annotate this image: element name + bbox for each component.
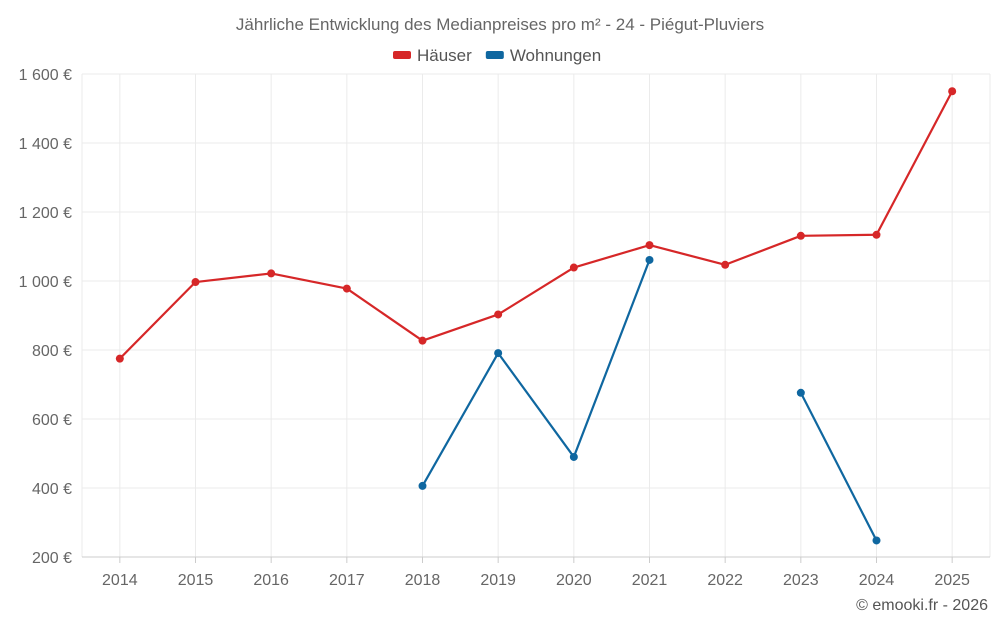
y-axis: 200 € 400 € 600 € 800 € 1 000 € 1 200 € 1 400 …	[19, 67, 72, 567]
credit-text: © emooki.fr - 2026	[856, 597, 988, 614]
y-tick-label: 800 €	[32, 343, 72, 360]
y-tick-label: 1 400 €	[19, 136, 72, 153]
data-point[interactable]	[494, 349, 503, 358]
data-point[interactable]	[418, 481, 427, 490]
legend-swatch	[393, 51, 411, 59]
x-tick-label: 2024	[859, 572, 895, 589]
x-tick-label: 2019	[480, 572, 516, 589]
data-point[interactable]	[645, 241, 654, 250]
x-tick-label: 2022	[707, 572, 743, 589]
x-tick-label: 2023	[783, 572, 819, 589]
legend-label: Häuser	[417, 46, 472, 65]
x-tick-label: 2014	[102, 572, 138, 589]
series-line	[421, 259, 651, 487]
data-point[interactable]	[569, 263, 578, 272]
series-1	[418, 255, 881, 545]
x-tick-label: 2016	[253, 572, 289, 589]
data-point[interactable]	[418, 336, 427, 345]
x-tick-label: 2015	[178, 572, 214, 589]
data-point[interactable]	[267, 269, 276, 278]
grid-lines	[81, 73, 991, 557]
data-point[interactable]	[494, 310, 503, 319]
x-tick-label: 2025	[934, 572, 970, 589]
chart-title: Jährliche Entwicklung des Medianpreises …	[236, 15, 764, 34]
data-point[interactable]	[721, 260, 730, 269]
data-point[interactable]	[191, 278, 200, 287]
data-point[interactable]	[342, 284, 351, 293]
data-point[interactable]	[872, 536, 881, 545]
series-group	[115, 87, 957, 545]
y-tick-label: 400 €	[32, 481, 72, 498]
data-point[interactable]	[796, 231, 805, 240]
legend-swatch	[485, 51, 504, 59]
data-point[interactable]	[115, 354, 124, 363]
y-tick-label: 200 €	[32, 550, 72, 567]
series-line	[119, 90, 954, 360]
x-axis: 2014 2015 2016 2017 2018 2019 2020 2021 2022 2023…	[82, 556, 990, 589]
data-point[interactable]	[569, 452, 578, 461]
series-0	[115, 87, 957, 363]
data-point[interactable]	[948, 87, 957, 96]
legend-item[interactable]: Wohnungen	[485, 46, 601, 65]
legend: Häuser Wohnungen	[393, 46, 601, 65]
legend-label: Wohnungen	[510, 46, 601, 65]
y-tick-label: 1 600 €	[19, 67, 72, 84]
x-tick-label: 2018	[405, 572, 441, 589]
y-tick-label: 1 200 €	[19, 205, 72, 222]
y-tick-label: 1 000 €	[19, 274, 72, 291]
data-point[interactable]	[872, 230, 881, 239]
y-tick-label: 600 €	[32, 412, 72, 429]
x-tick-label: 2021	[632, 572, 668, 589]
data-point[interactable]	[645, 255, 654, 264]
data-point[interactable]	[796, 388, 805, 397]
x-tick-label: 2020	[556, 572, 592, 589]
series-line	[799, 392, 878, 541]
legend-item[interactable]: Häuser	[393, 46, 472, 65]
x-tick-label: 2017	[329, 572, 365, 589]
